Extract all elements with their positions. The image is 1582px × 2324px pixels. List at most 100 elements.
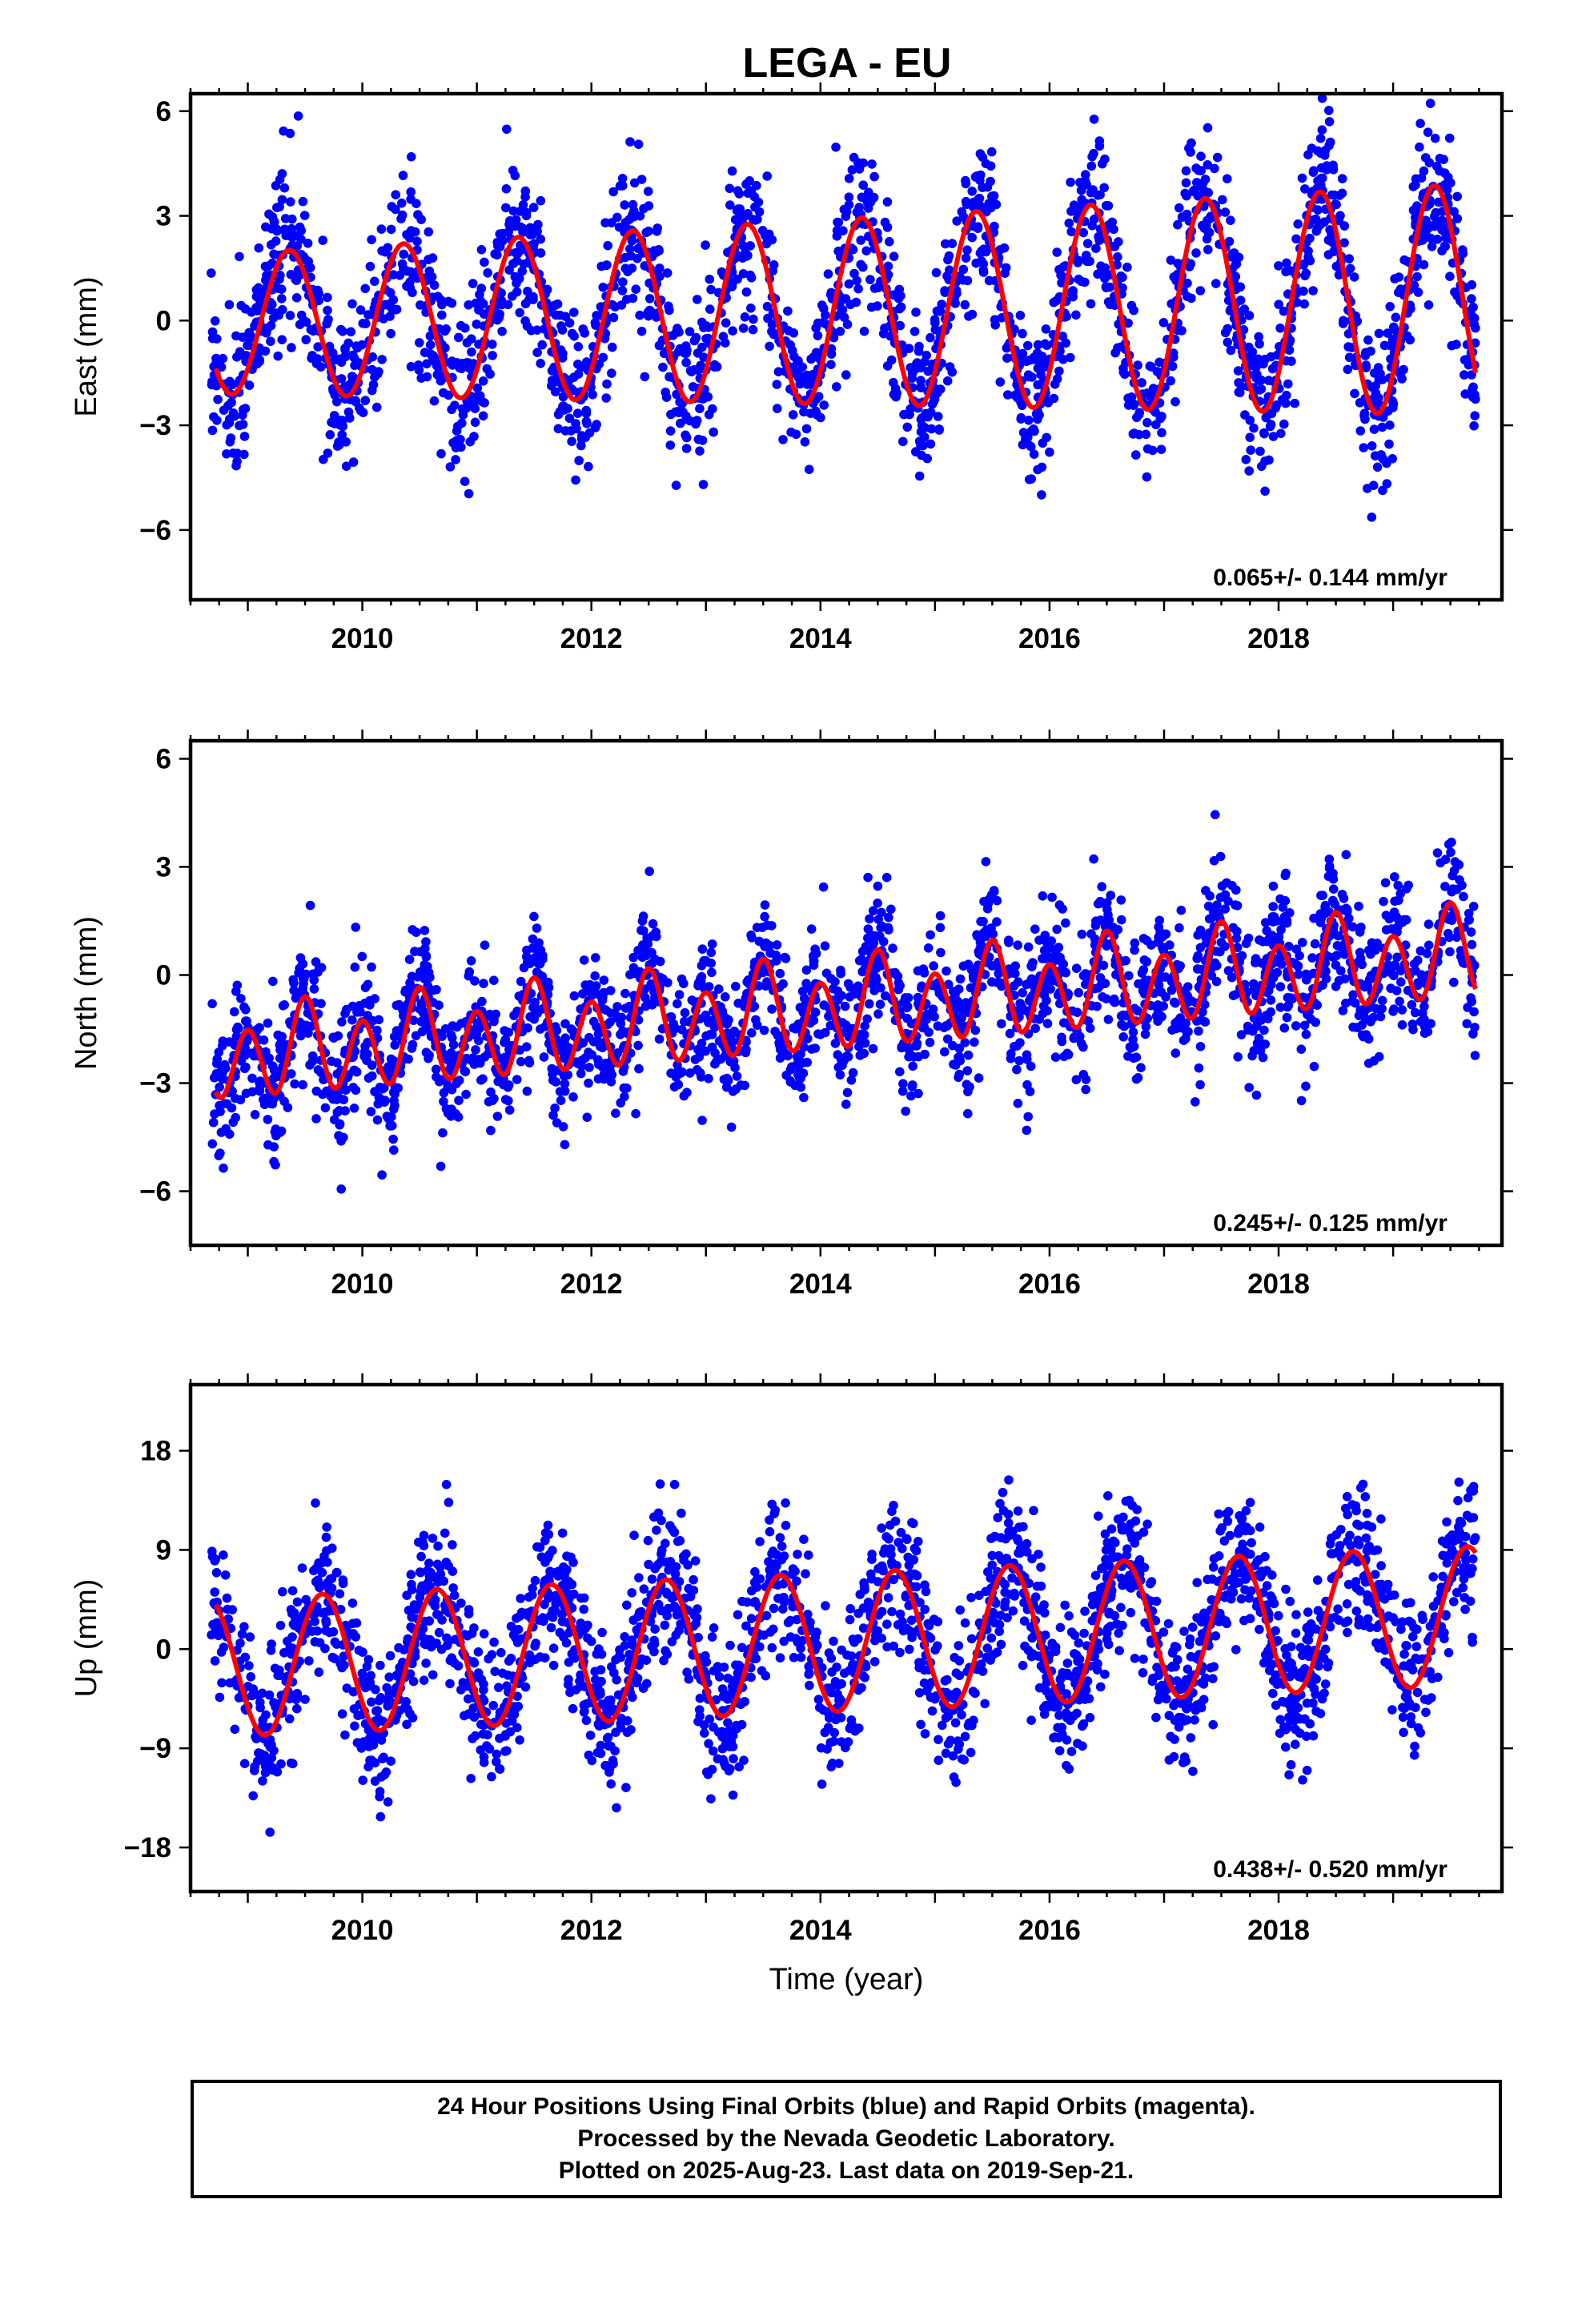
data-point — [1255, 446, 1265, 456]
data-point — [341, 1085, 351, 1095]
data-point — [865, 914, 874, 924]
data-point — [1071, 1075, 1082, 1084]
data-point — [465, 436, 475, 447]
data-point — [967, 187, 977, 196]
data-point — [1019, 1005, 1030, 1015]
data-point — [301, 969, 311, 979]
data-point — [1445, 271, 1455, 282]
data-point — [518, 200, 528, 210]
data-point — [685, 1068, 695, 1078]
data-point — [1039, 990, 1050, 1000]
data-point — [931, 267, 942, 278]
data-point — [942, 376, 953, 386]
data-point — [223, 400, 233, 411]
data-point — [1378, 485, 1387, 496]
data-point — [298, 196, 308, 207]
data-point — [478, 411, 488, 421]
data-point — [1331, 960, 1341, 970]
data-point — [438, 1128, 448, 1138]
data-point — [1181, 178, 1191, 188]
data-point — [898, 436, 908, 447]
data-point — [521, 951, 532, 962]
data-point — [564, 413, 575, 424]
data-point — [1379, 896, 1388, 907]
data-point — [778, 435, 788, 444]
data-point — [788, 410, 798, 420]
data-point — [214, 1047, 224, 1057]
data-point — [1104, 915, 1114, 925]
data-point — [408, 1015, 419, 1025]
data-point — [658, 362, 668, 372]
data-point — [704, 1074, 713, 1084]
data-point — [692, 1065, 702, 1075]
data-point — [243, 340, 252, 351]
data-point — [239, 432, 250, 441]
data-point — [488, 351, 497, 360]
data-point — [489, 1016, 499, 1027]
data-point — [831, 143, 841, 152]
data-point — [1330, 190, 1339, 200]
data-point — [920, 432, 930, 442]
data-point — [767, 1004, 777, 1014]
data-point — [618, 1067, 628, 1076]
data-point — [536, 195, 546, 206]
data-point — [1324, 863, 1335, 873]
data-point — [1317, 125, 1327, 135]
data-point — [1116, 342, 1126, 352]
data-point — [1364, 975, 1375, 984]
data-point — [705, 304, 715, 314]
data-point — [1383, 960, 1393, 970]
data-point — [341, 461, 351, 471]
data-point — [334, 437, 343, 447]
data-point — [859, 1048, 869, 1059]
data-point — [1043, 970, 1054, 980]
data-point — [785, 1077, 796, 1087]
data-point — [625, 244, 635, 254]
data-point — [1106, 891, 1116, 900]
data-point — [1062, 1048, 1072, 1059]
data-point — [1133, 360, 1142, 370]
data-point — [741, 287, 752, 297]
data-point — [1022, 340, 1033, 351]
data-point — [1076, 276, 1086, 287]
data-point — [375, 1082, 385, 1092]
data-point — [861, 246, 871, 256]
data-point — [432, 985, 441, 995]
data-point — [584, 428, 595, 438]
data-point — [1037, 490, 1046, 500]
data-point — [348, 1083, 358, 1092]
data-point — [1359, 443, 1368, 452]
data-point — [893, 293, 904, 304]
data-point — [1246, 445, 1255, 455]
data-point — [255, 1076, 265, 1086]
data-point — [1033, 340, 1043, 350]
data-point — [1086, 299, 1096, 309]
data-point — [913, 358, 922, 368]
data-point — [647, 959, 657, 968]
data-point — [940, 1047, 950, 1057]
data-point — [496, 296, 507, 306]
data-point — [471, 1045, 480, 1055]
data-point — [745, 176, 754, 186]
data-point — [287, 343, 296, 352]
data-point — [617, 286, 628, 296]
data-point — [508, 206, 519, 216]
data-point — [637, 952, 648, 963]
data-point — [1300, 271, 1310, 281]
x-ticks-north — [189, 730, 1480, 1256]
data-point — [1256, 461, 1267, 472]
data-point — [1267, 364, 1278, 374]
y-tick-label: 3 — [156, 201, 171, 232]
data-point — [923, 366, 934, 376]
data-point — [1366, 346, 1375, 356]
data-point — [673, 1080, 684, 1090]
data-point — [1423, 127, 1433, 137]
data-point — [514, 991, 524, 1001]
data-point — [1393, 880, 1403, 891]
data-point — [1293, 219, 1303, 229]
data-point — [1429, 211, 1439, 222]
data-point — [367, 962, 376, 972]
data-point — [1141, 1022, 1151, 1031]
data-point — [1337, 188, 1347, 199]
